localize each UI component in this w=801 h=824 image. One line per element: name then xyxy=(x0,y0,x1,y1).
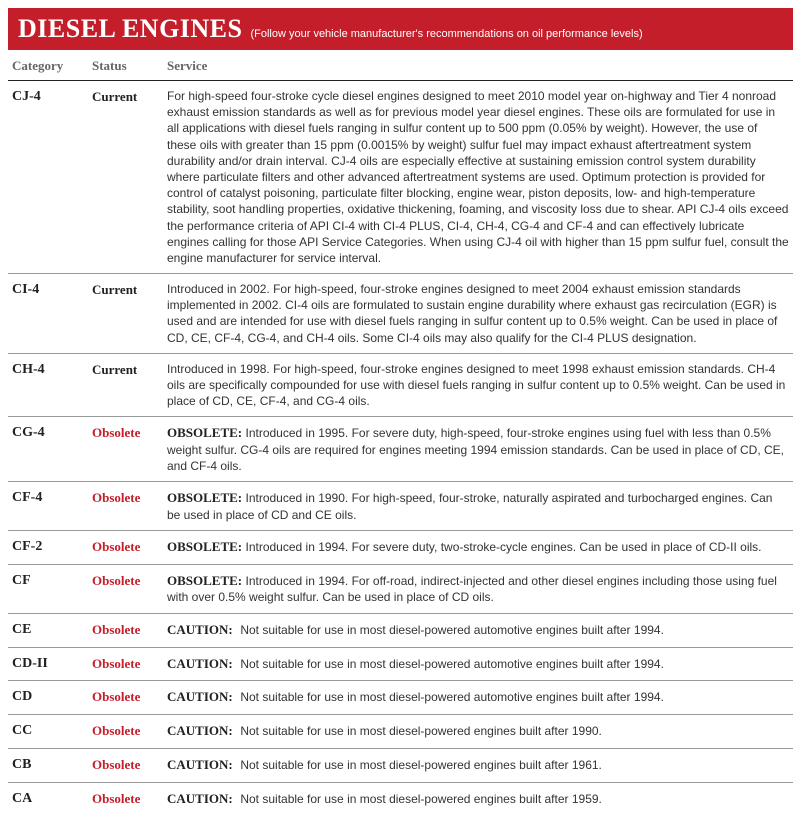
service-prefix: CAUTION: xyxy=(167,621,237,639)
service-cell: Introduced in 2002. For high-speed, four… xyxy=(167,281,789,346)
service-cell: OBSOLETE: Introduced in 1994. For severe… xyxy=(167,538,789,557)
table-row: CG-4ObsoleteOBSOLETE: Introduced in 1995… xyxy=(8,417,793,482)
status-cell: Obsolete xyxy=(92,722,167,741)
category-cell: CG-4 xyxy=(12,424,92,474)
service-text: Introduced in 1995. For severe duty, hig… xyxy=(167,426,784,473)
status-cell: Obsolete xyxy=(92,489,167,523)
service-prefix: CAUTION: xyxy=(167,688,237,706)
status-cell: Obsolete xyxy=(92,688,167,707)
service-cell: For high-speed four-stroke cycle diesel … xyxy=(167,88,789,266)
header-bar: DIESEL ENGINES (Follow your vehicle manu… xyxy=(8,8,793,50)
category-cell: CJ-4 xyxy=(12,88,92,266)
status-cell: Current xyxy=(92,88,167,266)
status-cell: Current xyxy=(92,281,167,346)
status-cell: Obsolete xyxy=(92,655,167,674)
service-text: Not suitable for use in most diesel-powe… xyxy=(240,657,664,671)
status-cell: Obsolete xyxy=(92,756,167,775)
category-cell: CH-4 xyxy=(12,361,92,410)
status-cell: Obsolete xyxy=(92,572,167,606)
table-row: CEObsoleteCAUTION: Not suitable for use … xyxy=(8,614,793,648)
category-cell: CB xyxy=(12,756,92,775)
category-cell: CF-4 xyxy=(12,489,92,523)
service-cell: CAUTION: Not suitable for use in most di… xyxy=(167,688,789,707)
service-text: Not suitable for use in most diesel-powe… xyxy=(240,792,602,806)
table-body: CJ-4CurrentFor high-speed four-stroke cy… xyxy=(8,81,793,816)
table-row: CD-IIObsoleteCAUTION: Not suitable for u… xyxy=(8,648,793,682)
category-cell: CF-2 xyxy=(12,538,92,557)
category-cell: CA xyxy=(12,790,92,809)
service-text: For high-speed four-stroke cycle diesel … xyxy=(167,89,789,265)
service-cell: CAUTION: Not suitable for use in most di… xyxy=(167,621,789,640)
service-prefix: OBSOLETE: xyxy=(167,424,242,442)
service-text: Introduced in 1994. For off-road, indire… xyxy=(167,574,777,605)
col-header-service: Service xyxy=(167,58,789,74)
service-prefix: OBSOLETE: xyxy=(167,572,242,590)
status-cell: Obsolete xyxy=(92,621,167,640)
table-row: CH-4CurrentIntroduced in 1998. For high-… xyxy=(8,354,793,418)
category-cell: CF xyxy=(12,572,92,606)
service-cell: CAUTION: Not suitable for use in most di… xyxy=(167,655,789,674)
service-prefix: CAUTION: xyxy=(167,790,237,808)
table-row: CI-4CurrentIntroduced in 2002. For high-… xyxy=(8,274,793,354)
service-text: Introduced in 1990. For high-speed, four… xyxy=(167,491,772,522)
page-title: DIESEL ENGINES xyxy=(18,14,242,44)
table-row: CCObsoleteCAUTION: Not suitable for use … xyxy=(8,715,793,749)
category-cell: CC xyxy=(12,722,92,741)
table-row: CDObsoleteCAUTION: Not suitable for use … xyxy=(8,681,793,715)
service-cell: Introduced in 1998. For high-speed, four… xyxy=(167,361,789,410)
service-text: Introduced in 1998. For high-speed, four… xyxy=(167,362,785,408)
service-cell: OBSOLETE: Introduced in 1995. For severe… xyxy=(167,424,789,474)
service-cell: CAUTION: Not suitable for use in most di… xyxy=(167,722,789,741)
col-header-category: Category xyxy=(12,58,92,74)
category-cell: CD xyxy=(12,688,92,707)
service-prefix: OBSOLETE: xyxy=(167,489,242,507)
category-cell: CD-II xyxy=(12,655,92,674)
service-prefix: CAUTION: xyxy=(167,756,237,774)
status-cell: Obsolete xyxy=(92,424,167,474)
table-row: CF-2ObsoleteOBSOLETE: Introduced in 1994… xyxy=(8,531,793,565)
service-cell: OBSOLETE: Introduced in 1990. For high-s… xyxy=(167,489,789,523)
status-cell: Obsolete xyxy=(92,790,167,809)
service-cell: OBSOLETE: Introduced in 1994. For off-ro… xyxy=(167,572,789,606)
service-cell: CAUTION: Not suitable for use in most di… xyxy=(167,756,789,775)
column-headers: Category Status Service xyxy=(8,50,793,81)
table-row: CBObsoleteCAUTION: Not suitable for use … xyxy=(8,749,793,783)
table-row: CJ-4CurrentFor high-speed four-stroke cy… xyxy=(8,81,793,274)
col-header-status: Status xyxy=(92,58,167,74)
service-prefix: CAUTION: xyxy=(167,722,237,740)
status-cell: Obsolete xyxy=(92,538,167,557)
table-row: CAObsoleteCAUTION: Not suitable for use … xyxy=(8,783,793,816)
service-prefix: CAUTION: xyxy=(167,655,237,673)
category-cell: CI-4 xyxy=(12,281,92,346)
service-text: Introduced in 1994. For severe duty, two… xyxy=(245,540,761,554)
category-cell: CE xyxy=(12,621,92,640)
service-cell: CAUTION: Not suitable for use in most di… xyxy=(167,790,789,809)
service-text: Not suitable for use in most diesel-powe… xyxy=(240,724,602,738)
service-text: Not suitable for use in most diesel-powe… xyxy=(240,758,602,772)
service-prefix: OBSOLETE: xyxy=(167,538,242,556)
service-text: Introduced in 2002. For high-speed, four… xyxy=(167,282,777,345)
table-row: CFObsoleteOBSOLETE: Introduced in 1994. … xyxy=(8,565,793,614)
service-text: Not suitable for use in most diesel-powe… xyxy=(240,690,664,704)
page-subtitle: (Follow your vehicle manufacturer's reco… xyxy=(250,28,642,40)
status-cell: Current xyxy=(92,361,167,410)
service-text: Not suitable for use in most diesel-powe… xyxy=(240,623,664,637)
table-row: CF-4ObsoleteOBSOLETE: Introduced in 1990… xyxy=(8,482,793,531)
